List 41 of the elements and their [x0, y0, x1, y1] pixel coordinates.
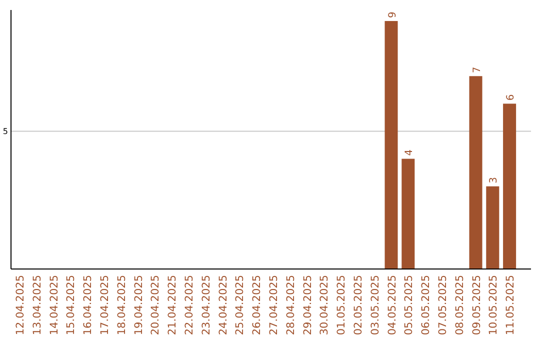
x-tick-label: 12.04.2025	[14, 275, 26, 336]
bar	[402, 158, 415, 269]
x-tick-label: 02.05.2025	[352, 275, 364, 336]
data-label: 7	[472, 66, 483, 74]
x-tick-label: 17.04.2025	[98, 275, 111, 336]
data-label: 6	[506, 94, 517, 101]
bar	[503, 104, 516, 269]
x-tick-label: 14.04.2025	[48, 275, 60, 336]
data-label: 9	[387, 12, 398, 18]
y-tick-label: 5	[2, 127, 8, 136]
x-tick-label: 01.05.2025	[336, 275, 348, 336]
x-tick-label: 25.04.2025	[234, 275, 246, 336]
x-tick-label: 16.04.2025	[82, 275, 94, 336]
x-tick-label: 03.05.2025	[369, 275, 382, 336]
x-tick-label: 11.05.2025	[504, 275, 517, 336]
x-tick-label: 08.05.2025	[454, 275, 466, 336]
x-tick-label: 10.05.2025	[488, 275, 500, 336]
x-tick-label: 13.04.2025	[31, 275, 44, 336]
bar	[486, 186, 500, 269]
data-label: 3	[488, 176, 500, 184]
x-tick-label: 18.04.2025	[116, 275, 128, 336]
x-tick-label: 19.04.2025	[132, 275, 145, 336]
x-tick-label: 28.04.2025	[284, 275, 297, 336]
x-tick-label: 09.05.2025	[470, 275, 483, 336]
x-tick-label: 29.04.2025	[302, 275, 314, 336]
x-tick-label: 21.04.2025	[166, 275, 179, 336]
data-label: 4	[404, 149, 416, 156]
x-tick-label: 24.04.2025	[217, 275, 230, 336]
bar	[469, 76, 482, 269]
bar	[384, 21, 398, 269]
x-tick-label: 06.05.2025	[420, 275, 432, 336]
x-tick-label: 30.04.2025	[318, 275, 331, 336]
x-tick-label: 05.05.2025	[403, 275, 416, 336]
x-tick-label: 26.04.2025	[251, 275, 264, 336]
x-tick-label: 23.04.2025	[200, 275, 212, 336]
x-tick-label: 20.04.2025	[150, 275, 162, 336]
x-tick-label: 04.05.2025	[386, 275, 398, 336]
x-tick-label: 22.04.2025	[183, 275, 196, 336]
x-tick-label: 15.04.2025	[65, 275, 78, 336]
x-tick-label: 27.04.2025	[268, 275, 280, 336]
x-tick-label: 07.05.2025	[436, 275, 449, 336]
